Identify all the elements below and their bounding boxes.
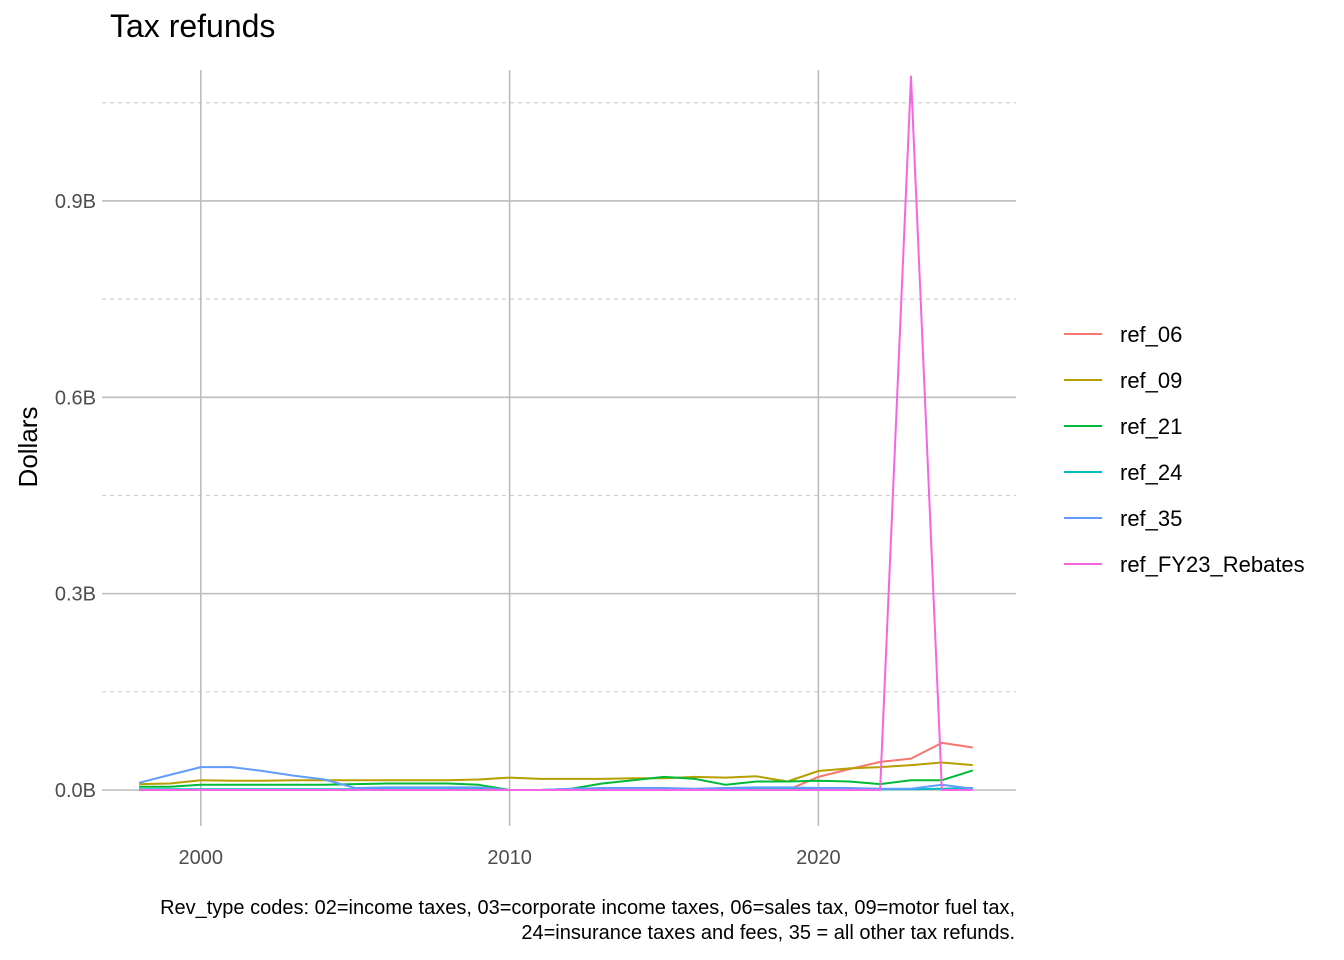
legend-label: ref_09 <box>1120 368 1182 393</box>
legend-label: ref_FY23_Rebates <box>1120 552 1305 577</box>
legend-label: ref_24 <box>1120 460 1182 485</box>
legend-item: ref_09 <box>1064 368 1182 393</box>
legend-item: ref_24 <box>1064 460 1182 485</box>
series-lines <box>138 75 974 791</box>
y-tick-label: 0.0B <box>55 780 96 802</box>
legend-item: ref_35 <box>1064 506 1182 531</box>
major-gridlines <box>102 70 1016 826</box>
y-tick-label: 0.3B <box>55 584 96 606</box>
y-axis-title: Dollars <box>13 407 43 488</box>
x-tick-labels: 2000 2010 2020 <box>179 847 841 869</box>
legend: ref_06 ref_09 ref_21 ref_24 ref_35 ref_FY23_R… <box>1064 322 1305 577</box>
y-tick-label: 0.6B <box>55 387 96 409</box>
caption: Rev_type codes: 02=income taxes, 03=corp… <box>15 896 1015 946</box>
legend-item: ref_21 <box>1064 414 1182 439</box>
legend-label: ref_21 <box>1120 414 1182 439</box>
caption-line-1: Rev_type codes: 02=income taxes, 03=corp… <box>160 897 1015 919</box>
y-tick-labels: 0.0B 0.3B 0.6B 0.9B <box>55 191 96 802</box>
x-tick-label: 2020 <box>796 847 841 869</box>
chart-title: Tax refunds <box>110 8 276 44</box>
series-line-ref_09 <box>139 761 973 786</box>
x-tick-label: 2010 <box>487 847 532 869</box>
legend-label: ref_35 <box>1120 506 1182 531</box>
series-line-ref_FY23_Rebates <box>139 75 973 791</box>
x-tick-label: 2000 <box>179 847 224 869</box>
legend-item: ref_FY23_Rebates <box>1064 552 1305 577</box>
y-tick-label: 0.9B <box>55 191 96 213</box>
caption-line-2: 24=insurance taxes and fees, 35 = all ot… <box>521 922 1015 944</box>
minor-gridlines <box>102 102 1016 693</box>
legend-label: ref_06 <box>1120 322 1182 347</box>
series-line-ref_06 <box>139 741 973 791</box>
legend-item: ref_06 <box>1064 322 1182 347</box>
